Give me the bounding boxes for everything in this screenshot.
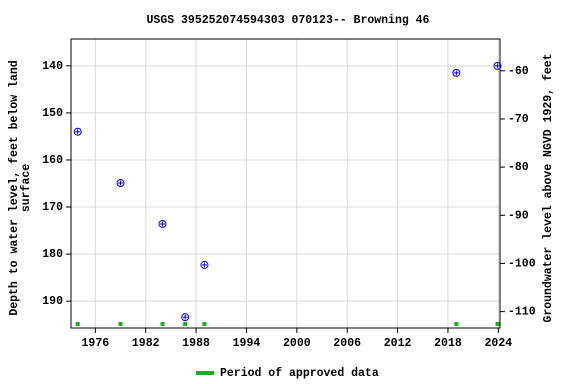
data-point — [73, 127, 82, 136]
y-axis-label: surface — [20, 164, 33, 212]
approved-marker — [183, 322, 188, 326]
x-tick-label: 1976 — [82, 337, 110, 350]
point-circle — [200, 260, 209, 269]
y2-tick-label: -100 — [508, 257, 536, 270]
point-circle — [116, 179, 125, 188]
data-point — [116, 179, 125, 188]
x-tick-label: 2006 — [333, 337, 361, 350]
approved-marker — [454, 322, 459, 326]
y-tick-label: 160 — [42, 154, 63, 167]
approved-marker — [495, 322, 500, 326]
y2-axis-label: Groundwater level above NGVD 1929, feet — [542, 53, 555, 322]
y-tick-label: 170 — [42, 201, 63, 214]
data-point — [200, 260, 209, 269]
y2-tick-label: -90 — [508, 209, 529, 222]
x-tick-label: 2000 — [283, 337, 311, 350]
x-tick-label: 1982 — [132, 337, 160, 350]
data-point — [181, 313, 190, 322]
y2-tick-label: -110 — [508, 306, 536, 319]
y-axis-label: Depth to water level, feet below land — [8, 60, 21, 315]
y-tick-label: 150 — [42, 107, 63, 120]
point-circle — [73, 127, 82, 136]
y2-tick-label: -60 — [508, 65, 529, 78]
x-tick-label: 2018 — [434, 337, 462, 350]
approved-marker — [118, 322, 123, 326]
point-circle — [452, 68, 461, 77]
data-point — [158, 219, 167, 228]
y-tick-label: 180 — [42, 248, 63, 261]
point-circle — [181, 313, 190, 322]
data-point — [452, 68, 461, 77]
y2-tick-label: -70 — [508, 113, 529, 126]
approved-marker — [160, 322, 165, 326]
approved-marker — [202, 322, 207, 326]
point-circle — [158, 219, 167, 228]
y-tick-label: 140 — [42, 60, 63, 73]
data-point — [493, 61, 502, 70]
x-tick-label: 1994 — [233, 337, 261, 350]
approved-marker — [75, 322, 80, 326]
legend-label: Period of approved data — [220, 367, 379, 380]
x-tick-label: 2024 — [485, 337, 513, 350]
x-tick-label: 1988 — [182, 337, 210, 350]
chart-title: USGS 395252074594303 070123-- Browning 4… — [147, 14, 430, 27]
point-circle — [493, 61, 502, 70]
y-tick-label: 190 — [42, 295, 63, 308]
y2-tick-label: -80 — [508, 161, 529, 174]
x-tick-label: 2012 — [384, 337, 412, 350]
plot-frame — [70, 38, 501, 329]
